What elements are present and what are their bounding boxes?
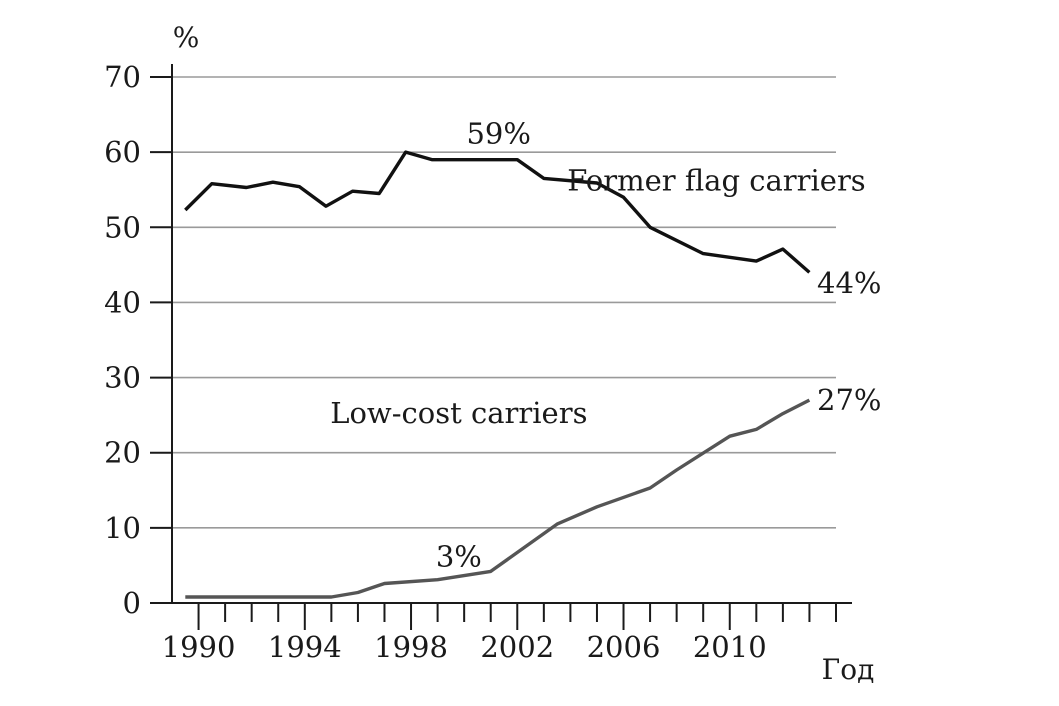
annotations: 59% Former flag carriers 44% 27% Low-cost ca… [330, 116, 881, 573]
y-tick-label: 20 [104, 436, 141, 470]
x-tick-label: 1990 [162, 630, 236, 664]
y-tick-label: 40 [104, 285, 141, 319]
x-tick-label: 1998 [374, 630, 448, 664]
y-tick-label: 70 [104, 60, 141, 94]
series-lines [184, 150, 811, 599]
y-tick-label: 10 [104, 511, 141, 545]
x-tick-label: 2010 [693, 630, 767, 664]
y-tick-label: 50 [104, 210, 141, 244]
annotation-label: 27% [817, 383, 881, 417]
series-line-0 [184, 150, 811, 274]
y-tick-label: 60 [104, 135, 141, 169]
x-tick-label: 2002 [480, 630, 554, 664]
annotation-label: 44% [817, 266, 881, 300]
x-tick-label: 1994 [268, 630, 342, 664]
annotation-label: Former flag carriers [567, 164, 865, 198]
y-tick-label: 30 [104, 361, 141, 395]
annotation-label: 3% [436, 539, 482, 573]
gridlines [172, 76, 836, 529]
series-line-1 [185, 398, 811, 599]
annotation-label: Low-cost carriers [330, 396, 587, 430]
x-axis-label: Год [822, 653, 875, 686]
x-tick-label: 2006 [587, 630, 661, 664]
x-ticks: 1990 1994 1998 2002 2006 2010 [162, 603, 837, 664]
axes [150, 64, 852, 604]
y-tick-label: 0 [123, 586, 141, 620]
y-unit-label: % [173, 21, 200, 54]
annotation-label: 59% [466, 116, 530, 150]
y-ticks: 0 10 20 30 40 50 60 70 [104, 60, 172, 620]
